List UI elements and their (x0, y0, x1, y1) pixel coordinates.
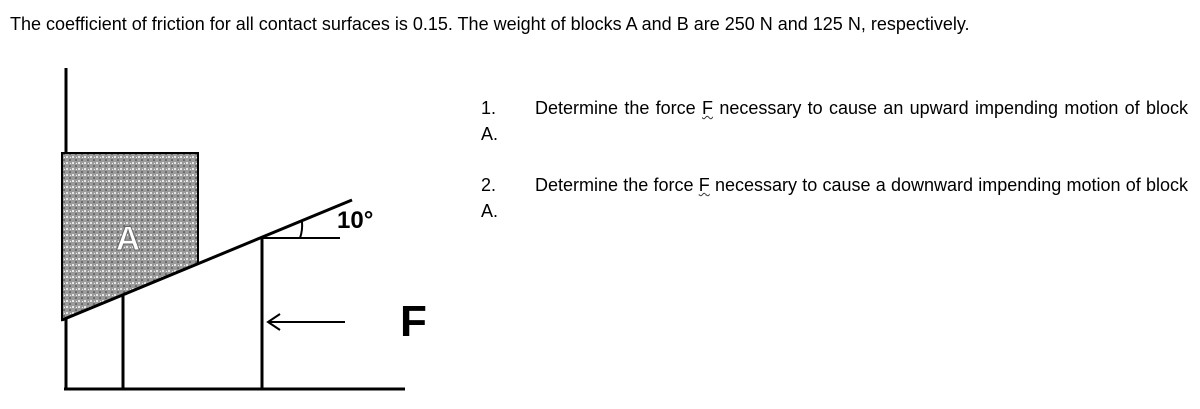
question: 1. Determine the force F necessary to cau… (481, 95, 1188, 147)
force-symbol: F (702, 98, 713, 118)
arrowhead (266, 313, 281, 331)
problem-statement: The coefficient of friction for all cont… (10, 14, 970, 34)
item-text: necessary to cause an upward impending m… (481, 98, 1188, 144)
question: 2. Determine the force F necessary to cau… (481, 172, 1188, 224)
force-symbol: F (698, 175, 710, 195)
item-text: necessary to cause a downward impending … (481, 175, 1188, 221)
incline (61, 198, 353, 322)
item-number: 2. (481, 175, 497, 195)
angle-label: 10° (337, 207, 373, 234)
block-label: A (116, 220, 141, 258)
item-number: 1. (481, 98, 497, 118)
item-text: Determine the force (535, 175, 694, 195)
figure: A 10° F (61, 68, 427, 391)
item-text: Determine the force (535, 98, 696, 118)
force-label: F (400, 297, 427, 346)
angle-arc (299, 221, 304, 239)
